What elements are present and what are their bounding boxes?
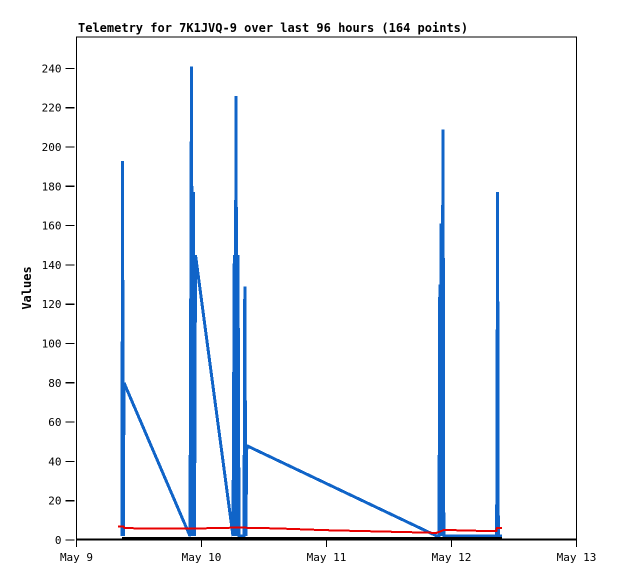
x-tick-label: May 13: [557, 551, 597, 564]
y-axis-ticks: 0 20 40 60 80 100 120 140 160 180 200 220 240: [42, 62, 75, 547]
x-tick-label: May 11: [307, 551, 347, 564]
y-tick-label: 200: [42, 141, 62, 154]
y-tick-label: 80: [48, 377, 61, 390]
y-tick-label: 100: [42, 338, 62, 351]
data-series-lines: [118, 66, 502, 540]
plot-frame: [76, 36, 577, 541]
plot-border: [76, 36, 577, 541]
y-tick-label: 20: [48, 495, 61, 508]
y-tick-label: 120: [42, 298, 62, 311]
y-tick-label: 220: [42, 102, 62, 115]
y-tick-label: 140: [42, 259, 62, 272]
x-tick-label: May 12: [432, 551, 472, 564]
x-tick-label: May 9: [60, 551, 93, 564]
y-tick-label: 40: [48, 455, 61, 468]
y-tick-label: 240: [42, 62, 62, 75]
telemetry-channel-blue-line: [120, 66, 502, 538]
x-axis-ticks: May 9 May 10 May 11 May 12 May 13: [60, 540, 596, 564]
chart-title: Telemetry for 7K1JVQ-9 over last 96 hour…: [78, 21, 468, 35]
telemetry-channel-red-line: [118, 525, 502, 534]
y-tick-label: 180: [42, 180, 62, 193]
x-tick-label: May 10: [182, 551, 222, 564]
y-tick-label: 160: [42, 220, 62, 233]
y-tick-label: 0: [55, 534, 62, 547]
y-axis-label: Values: [20, 266, 34, 309]
y-tick-label: 60: [48, 416, 61, 429]
